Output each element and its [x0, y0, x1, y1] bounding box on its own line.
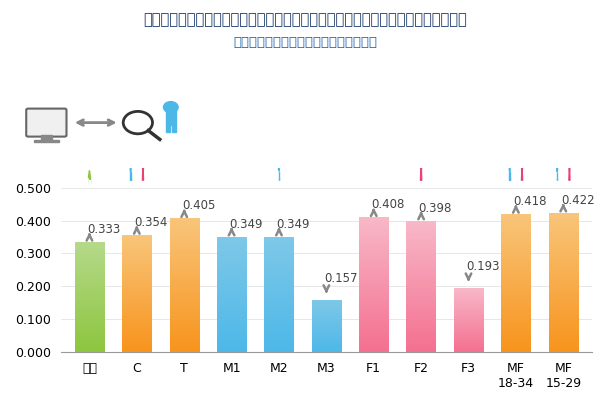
Circle shape — [421, 164, 422, 171]
Bar — [406, 221, 436, 352]
Circle shape — [522, 166, 523, 172]
Bar — [548, 213, 578, 352]
Text: 0.157: 0.157 — [324, 272, 357, 285]
Bar — [509, 172, 510, 178]
Bar — [166, 125, 170, 132]
Circle shape — [557, 166, 558, 172]
Text: 0.349: 0.349 — [276, 218, 310, 231]
Polygon shape — [420, 171, 422, 180]
Text: （番組平均世帯視聴率１６％未満対象）: （番組平均世帯視聴率１６％未満対象） — [233, 36, 377, 49]
Bar — [454, 288, 483, 352]
Text: 0.418: 0.418 — [514, 195, 547, 208]
Bar — [312, 300, 341, 352]
Text: 0.349: 0.349 — [229, 218, 263, 231]
Text: 0.193: 0.193 — [466, 260, 500, 273]
Bar — [172, 125, 176, 132]
Polygon shape — [569, 172, 570, 180]
Bar — [122, 236, 151, 352]
Bar — [41, 134, 52, 141]
Text: 0.354: 0.354 — [134, 216, 168, 229]
Bar — [359, 218, 389, 352]
Circle shape — [509, 166, 510, 172]
Circle shape — [569, 166, 570, 172]
Bar — [34, 140, 59, 142]
Text: 0.405: 0.405 — [182, 199, 215, 212]
Bar — [264, 237, 293, 352]
Bar — [88, 177, 90, 183]
Bar — [501, 215, 531, 352]
Bar — [557, 172, 558, 178]
Text: ～性・年代別番組平均視聴率とインプレッション（表示）ユーザー数の相関係数～: ～性・年代別番組平均視聴率とインプレッション（表示）ユーザー数の相関係数～ — [143, 12, 467, 27]
Polygon shape — [88, 170, 90, 178]
Polygon shape — [522, 172, 523, 180]
Text: 0.398: 0.398 — [418, 202, 452, 215]
Bar — [166, 110, 176, 125]
Bar — [217, 237, 246, 352]
Circle shape — [163, 102, 178, 113]
Text: 0.408: 0.408 — [371, 198, 405, 211]
Text: 0.422: 0.422 — [561, 194, 595, 207]
Text: 0.333: 0.333 — [87, 223, 120, 236]
Polygon shape — [142, 172, 143, 180]
Circle shape — [130, 166, 131, 172]
FancyBboxPatch shape — [26, 109, 66, 137]
Bar — [75, 242, 104, 352]
Bar — [170, 219, 199, 352]
